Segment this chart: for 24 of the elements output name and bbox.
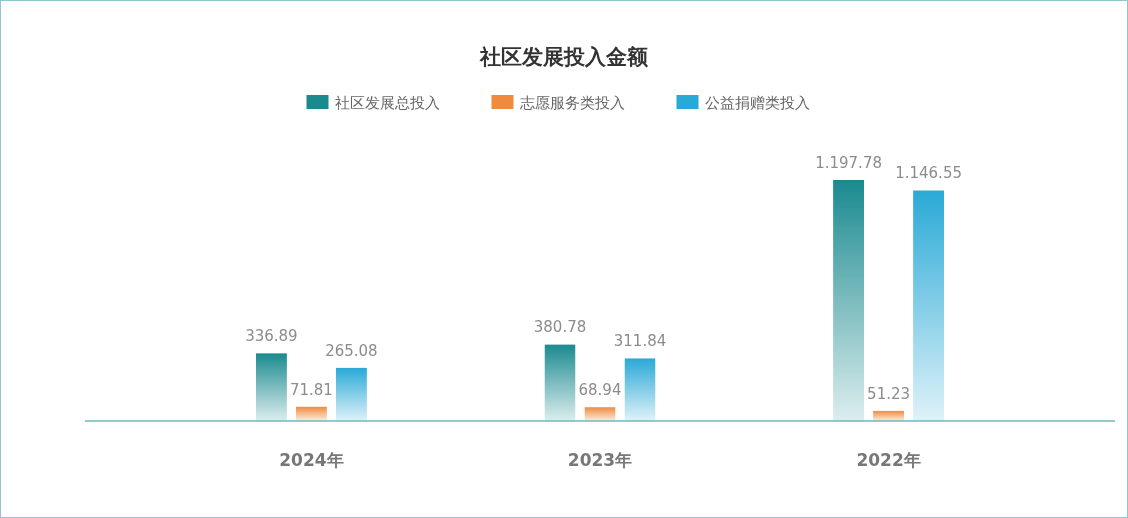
bar [584,407,616,421]
bar [544,344,576,421]
data-label: 71.81 [289,380,333,399]
chart-title: 社区发展投入金额 [479,45,649,69]
data-label: 1.197.78 [815,154,882,172]
legend-label: 公益捐赠类投入 [704,94,810,112]
bar [913,190,945,421]
bar [335,367,367,421]
bar [833,180,865,421]
data-label: 51.23 [867,384,911,403]
data-label: 1.146.55 [895,164,962,183]
bar [624,358,656,421]
legend-label: 志愿服务类投入 [519,94,625,112]
bar [295,406,327,421]
data-label: 68.94 [578,381,622,400]
x-tick-label: 2023年 [567,450,633,470]
legend-label: 社区发展总投入 [334,94,440,112]
x-tick-label: 2024年 [279,450,344,470]
bar [255,353,287,421]
data-label: 265.08 [325,341,378,360]
data-label: 380.78 [533,318,587,337]
data-label: 336.89 [245,327,298,346]
data-label: 311.84 [613,332,667,351]
x-tick-label: 2022年 [856,450,921,470]
